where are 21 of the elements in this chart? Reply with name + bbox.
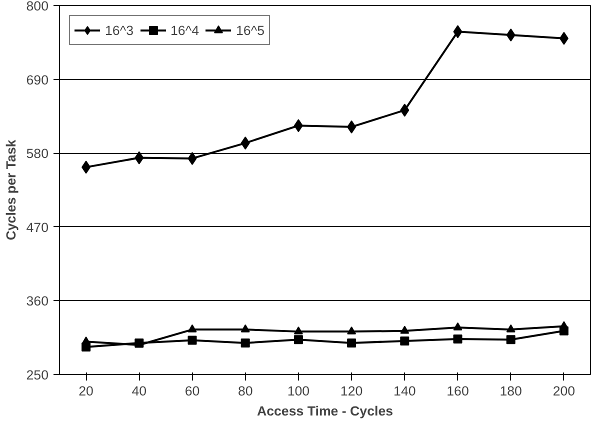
y-tick-label: 690 <box>26 72 49 88</box>
legend-label: 16^3 <box>105 22 134 38</box>
y-tick-label: 360 <box>26 294 49 309</box>
y-tick-label: 250 <box>26 368 49 382</box>
x-tick-label: 80 <box>238 384 253 398</box>
x-tick-label: 100 <box>287 384 310 398</box>
x-tick-label: 60 <box>184 384 200 398</box>
legend-label: 16^4 <box>170 22 199 38</box>
x-axis-title: Access Time - Cycles <box>256 404 394 418</box>
y-tick-label: 580 <box>26 146 49 162</box>
y-axis-title: Cycles per Task <box>3 139 18 240</box>
x-tick-label: 20 <box>78 384 94 398</box>
x-tick-label: 200 <box>552 384 576 398</box>
x-tick-label: 40 <box>132 384 147 398</box>
x-tick-label: 180 <box>500 384 522 398</box>
legend-label: 16^5 <box>236 22 264 38</box>
x-tick-label: 160 <box>446 384 469 398</box>
y-tick-label: 800 <box>26 0 49 14</box>
x-tick-label: 120 <box>340 384 363 398</box>
y-tick-label: 470 <box>26 220 49 235</box>
x-tick-label: 140 <box>394 384 416 398</box>
